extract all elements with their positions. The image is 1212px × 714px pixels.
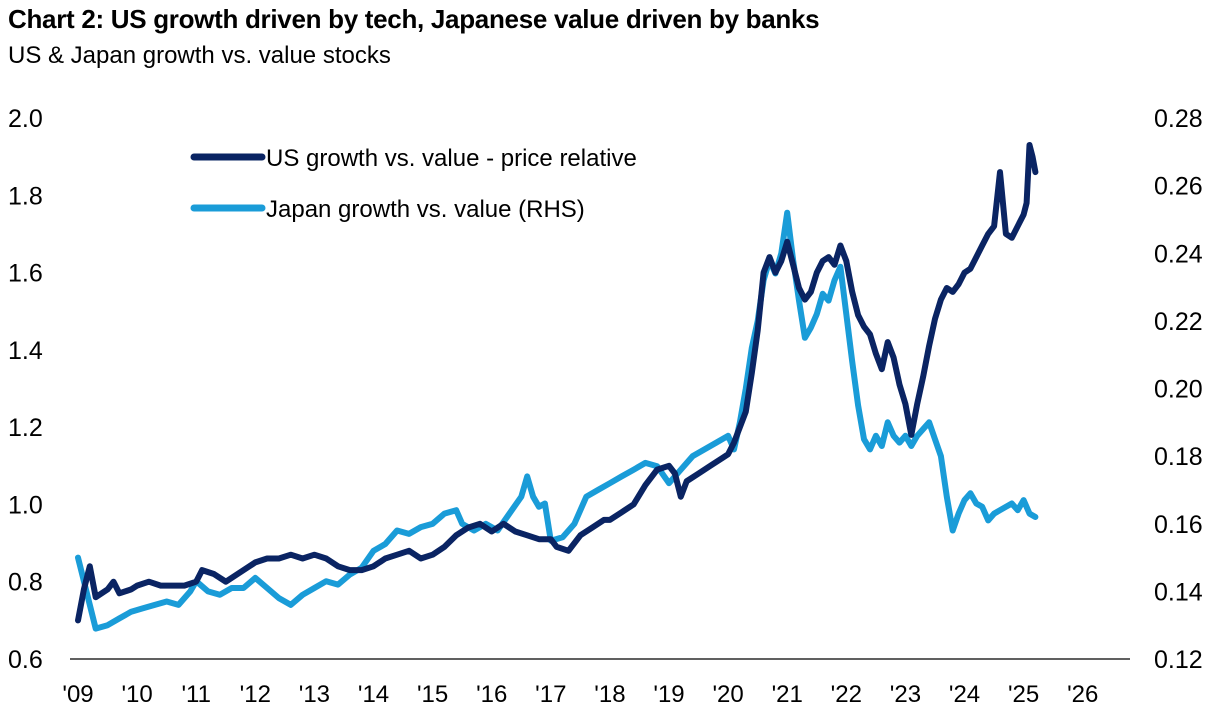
legend-label-us: US growth vs. value - price relative [266,145,637,172]
left-y-tick-label: 1.8 [8,182,43,210]
x-tick-label: '10 [121,681,152,708]
chart-title: Chart 2: US growth driven by tech, Japan… [8,4,820,34]
legend-label-japan: Japan growth vs. value (RHS) [266,196,585,223]
series-layer [75,142,1039,632]
left-y-tick-label: 1.2 [8,414,43,442]
right-y-tick-label: 0.28 [1154,105,1203,133]
left-y-tick-label: 0.8 [8,569,43,597]
x-tick-label: '25 [1008,681,1039,708]
x-tick-label: '12 [240,681,271,708]
x-tick-label: '13 [299,681,330,708]
x-tick-label: '09 [62,681,93,708]
x-tick-label: '26 [1067,681,1098,708]
right-y-tick-label: 0.18 [1154,443,1203,471]
right-y-tick-label: 0.14 [1154,578,1203,606]
left-y-tick-label: 0.6 [8,646,43,674]
x-tick-label: '11 [181,681,211,708]
x-tick-label: '23 [890,681,921,708]
left-y-axis: 0.6 0.8 1.0 1.2 1.4 1.6 1.8 2.0 [8,105,43,674]
x-tick-label: '21 [772,681,803,708]
left-y-tick-label: 1.6 [8,260,43,288]
x-tick-label: '22 [831,681,862,708]
x-tick-label: '18 [594,681,625,708]
legend: US growth vs. value - price relative Jap… [190,145,637,223]
left-y-tick-label: 1.4 [8,337,43,365]
right-y-tick-label: 0.16 [1154,511,1203,539]
chart-subtitle: US & Japan growth vs. value stocks [8,42,391,69]
x-tick-label: '15 [417,681,448,708]
x-tick-label: '17 [535,681,566,708]
series-line-japan [75,209,1039,632]
x-tick-label: '24 [949,681,980,708]
x-tick-label: '20 [712,681,743,708]
x-tick-label: '16 [476,681,507,708]
series-line-us [75,142,1039,624]
x-tick-label: '14 [358,681,389,708]
left-y-tick-label: 1.0 [8,491,43,519]
right-y-tick-label: 0.20 [1154,376,1203,404]
right-y-axis: 0.12 0.14 0.16 0.18 0.20 0.22 0.24 0.26 0.28 [1154,105,1203,674]
right-y-tick-label: 0.22 [1154,308,1203,336]
x-tick-label: '19 [653,681,684,708]
right-y-tick-label: 0.24 [1154,240,1203,268]
left-y-tick-label: 2.0 [8,105,43,133]
x-axis: '09 '10 '11 '12 '13 '14 '15 '16 '17 '18 '19 '20 '21 '… [62,681,1098,708]
right-y-tick-label: 0.12 [1154,646,1203,674]
right-y-tick-label: 0.26 [1154,173,1203,201]
